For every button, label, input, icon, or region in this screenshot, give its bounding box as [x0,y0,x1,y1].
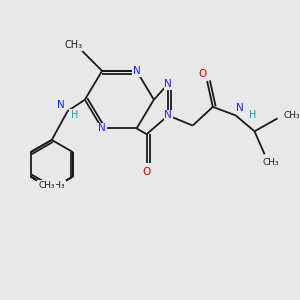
Text: N: N [56,100,64,110]
Text: N: N [56,100,64,110]
Text: N: N [98,123,106,134]
Text: N: N [164,79,172,89]
Text: O: O [199,69,207,79]
Text: CH₃: CH₃ [262,158,279,167]
Text: CH₃: CH₃ [38,181,55,190]
Text: H: H [70,110,78,121]
Text: CH₃: CH₃ [283,111,300,120]
Text: N: N [164,110,172,121]
Text: H: H [70,110,77,120]
Text: N: N [236,103,244,113]
Text: N: N [133,66,140,76]
Text: CH₃: CH₃ [64,40,83,50]
Text: CH₃: CH₃ [49,181,65,190]
Text: O: O [142,167,151,177]
Text: H: H [249,110,256,120]
